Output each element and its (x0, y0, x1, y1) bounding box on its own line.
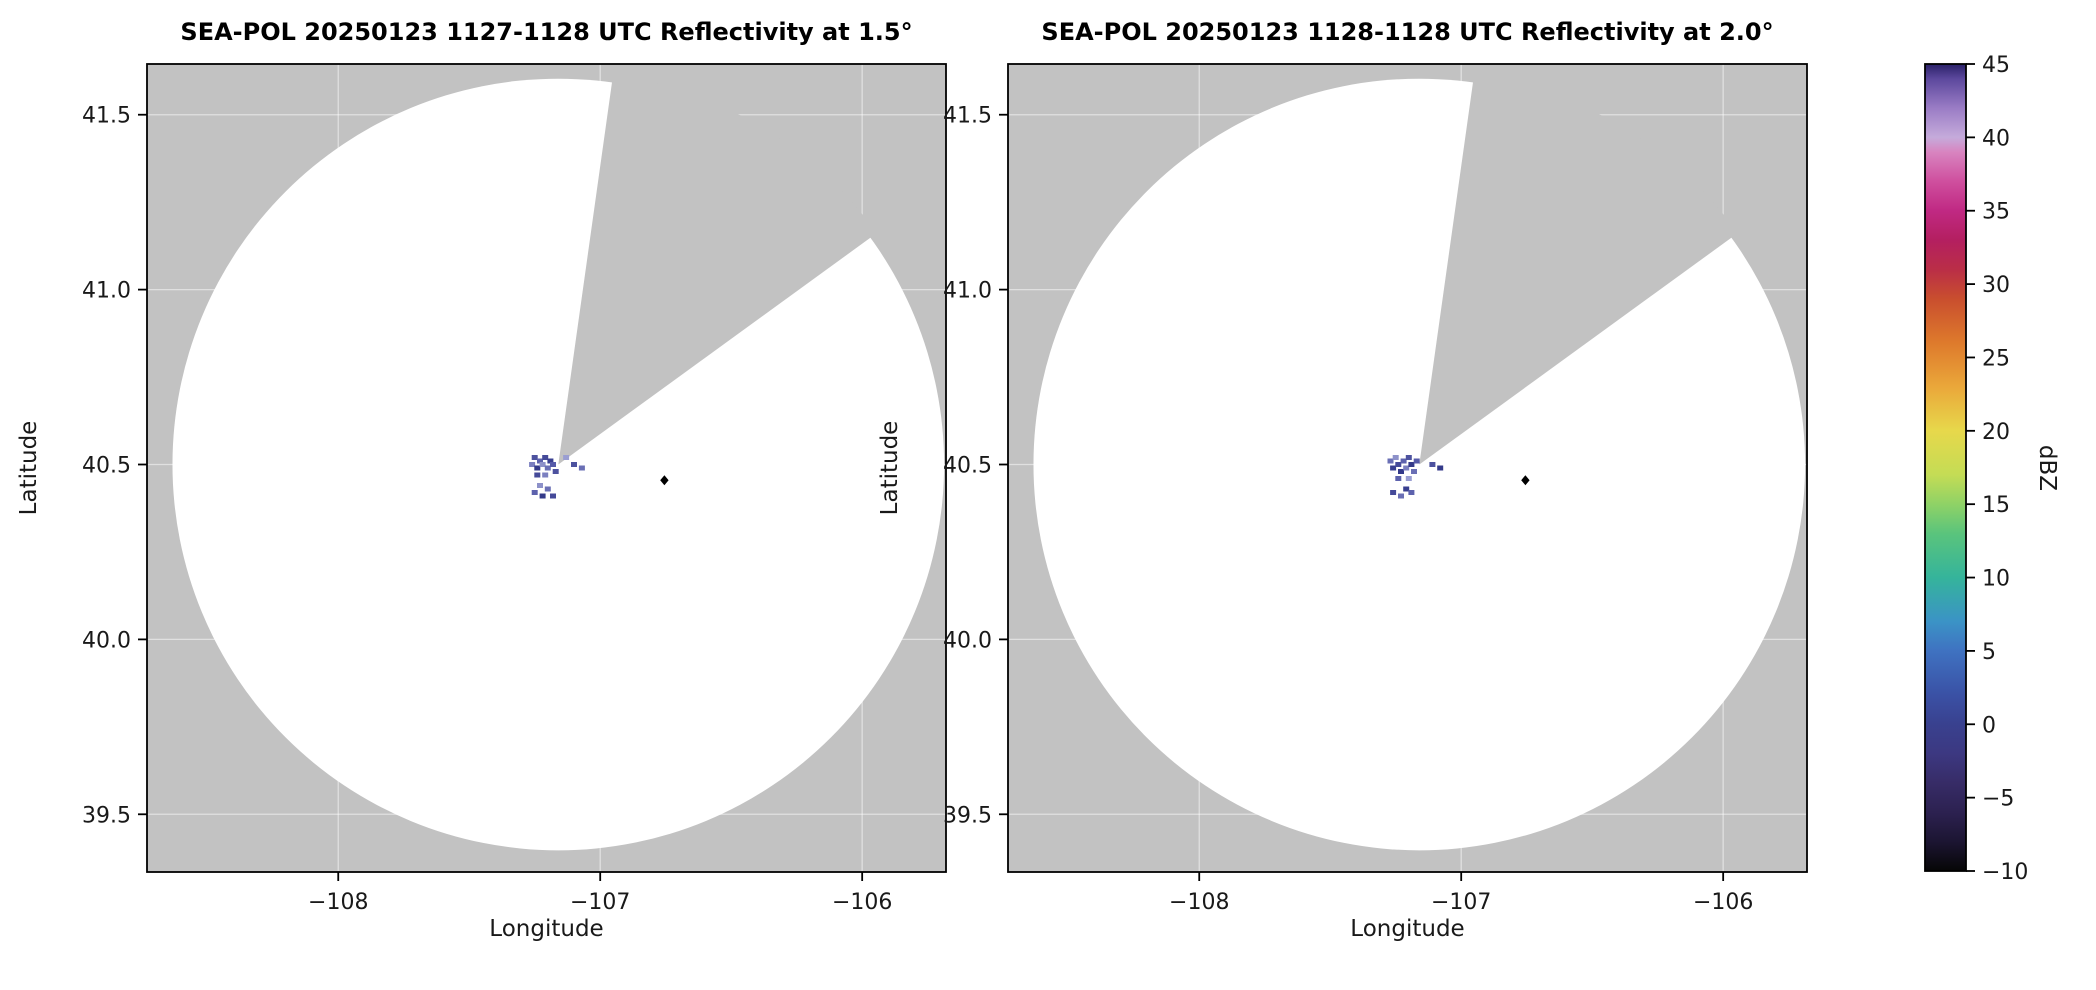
y-axis-label-1: Latitude (16, 420, 42, 516)
radar-plot-1: −108 −107 −106 39.5 40.0 40.5 41.0 41.5 (82, 63, 947, 915)
svg-text:−106: −106 (1693, 890, 1753, 915)
colorbar-scale: 45 40 35 30 25 20 15 10 5 0 −5 −10 (1924, 53, 2028, 885)
panel-title-1: SEA-POL 20250123 1127-1128 UTC Reflectiv… (180, 18, 913, 46)
svg-text:−10: −10 (1982, 860, 2028, 885)
svg-text:30: 30 (1982, 273, 2010, 298)
svg-text:40.0: 40.0 (82, 628, 131, 653)
svg-text:5: 5 (1982, 640, 1996, 665)
svg-text:25: 25 (1982, 346, 2010, 371)
svg-text:35: 35 (1982, 200, 2010, 225)
svg-text:20: 20 (1982, 420, 2010, 445)
svg-text:41.5: 41.5 (943, 104, 992, 129)
svg-text:40.5: 40.5 (82, 454, 131, 479)
svg-text:−108: −108 (1169, 890, 1229, 915)
svg-text:41.0: 41.0 (82, 279, 131, 304)
svg-text:15: 15 (1982, 493, 2010, 518)
svg-text:39.5: 39.5 (82, 803, 131, 828)
x-axis-label-2: Longitude (1350, 916, 1465, 942)
y-axis-label-2: Latitude (877, 420, 903, 516)
colorbar-label: dBZ (2034, 444, 2060, 492)
radar-plot-2: −108 −107 −106 39.5 40.0 40.5 41.0 41.5 (943, 63, 1808, 915)
svg-text:−107: −107 (570, 890, 630, 915)
svg-text:−108: −108 (308, 890, 368, 915)
svg-text:40.0: 40.0 (943, 628, 992, 653)
svg-text:10: 10 (1982, 567, 2010, 592)
x-axis-label-1: Longitude (489, 916, 604, 942)
svg-text:40: 40 (1982, 126, 2010, 151)
svg-text:41.0: 41.0 (943, 279, 992, 304)
radar-panel-2: SEA-POL 20250123 1128-1128 UTC Reflectiv… (877, 18, 1808, 942)
svg-text:−106: −106 (832, 890, 892, 915)
svg-text:45: 45 (1982, 53, 2010, 78)
svg-text:39.5: 39.5 (943, 803, 992, 828)
svg-text:−5: −5 (1982, 787, 2014, 812)
svg-text:41.5: 41.5 (82, 104, 131, 129)
panel-title-2: SEA-POL 20250123 1128-1128 UTC Reflectiv… (1041, 18, 1774, 46)
svg-text:0: 0 (1982, 713, 1996, 738)
radar-panel-1: SEA-POL 20250123 1127-1128 UTC Reflectiv… (16, 18, 947, 942)
svg-text:−107: −107 (1431, 890, 1491, 915)
svg-text:40.5: 40.5 (943, 454, 992, 479)
colorbar: 45 40 35 30 25 20 15 10 5 0 −5 −10 dBZ (1924, 53, 2095, 885)
